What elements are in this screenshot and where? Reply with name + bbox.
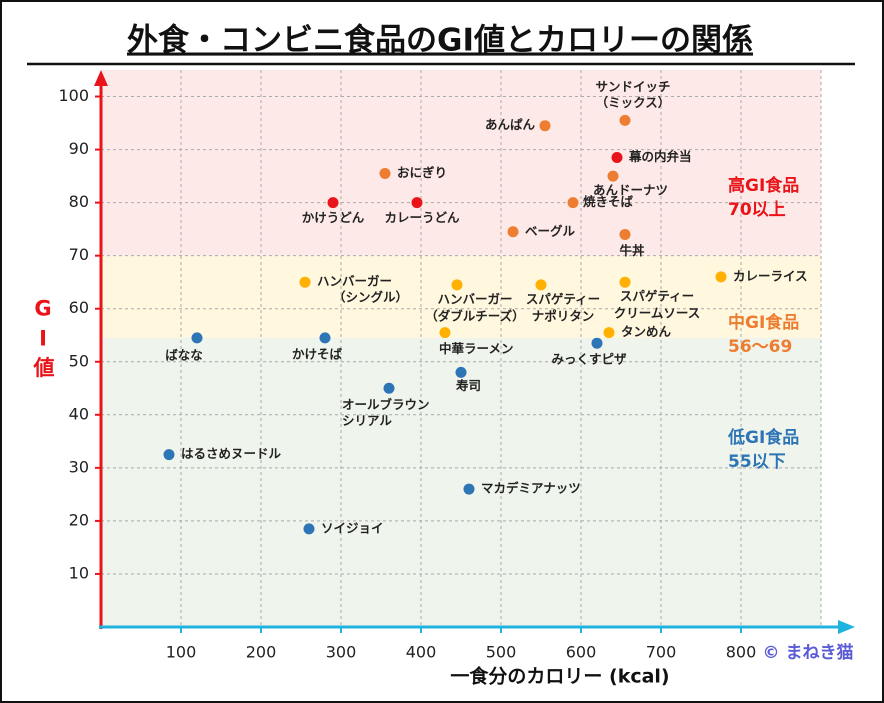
point-label: オールブラウン <box>342 397 430 412</box>
zone-label: 70以上 <box>728 200 786 220</box>
y-tick-label: 40 <box>69 404 89 423</box>
credit: © まねき猫 <box>763 642 854 663</box>
data-point <box>163 449 175 461</box>
y-tick-label: 70 <box>69 245 89 264</box>
x-tick-label: 800 <box>726 643 757 662</box>
data-point <box>591 337 603 349</box>
y-tick-label: 80 <box>69 192 89 211</box>
zone-label: 高GI食品 <box>728 175 799 196</box>
data-point <box>567 197 579 209</box>
point-label: （ダブルチーズ） <box>425 308 524 323</box>
y-tick-label: 50 <box>69 351 89 370</box>
point-label: 中華ラーメン <box>439 341 514 356</box>
x-tick-label: 600 <box>566 643 597 662</box>
x-axis-title: 一食分のカロリー (kcal) <box>450 665 669 688</box>
point-label: ばなな <box>165 347 203 362</box>
point-label: かけうどん <box>302 210 365 225</box>
data-point <box>455 366 467 378</box>
point-label: （シングル） <box>333 290 408 305</box>
zone-band <box>101 70 821 256</box>
data-point <box>611 152 623 164</box>
point-label: 幕の内弁当 <box>628 149 692 164</box>
data-point <box>451 279 463 291</box>
data-point <box>319 332 331 344</box>
x-tick-label: 400 <box>406 643 437 662</box>
y-tick-label: 30 <box>69 457 89 476</box>
zone-band <box>101 255 821 338</box>
data-point <box>535 279 547 291</box>
point-label: シリアル <box>342 413 392 428</box>
point-label: あんドーナツ <box>593 183 668 198</box>
data-point <box>607 170 619 182</box>
zone-label: 55以下 <box>728 452 786 472</box>
data-point <box>603 327 615 339</box>
y-tick-label: 100 <box>58 86 89 105</box>
point-label: 寿司 <box>456 378 481 393</box>
y-axis-arrow <box>94 70 108 86</box>
data-point <box>379 167 391 179</box>
point-label: ベーグル <box>525 223 576 238</box>
point-label: ハンバーガー <box>317 274 392 289</box>
point-label: ソイジョイ <box>321 520 384 535</box>
y-tick-label: 10 <box>69 563 89 582</box>
y-tick-label: 20 <box>69 510 89 529</box>
zone-band <box>101 337 821 627</box>
chart-title: 外食・コンビニ食品のGI値とカロリーの関係 <box>127 23 753 59</box>
data-point <box>619 228 631 240</box>
point-label: おにぎり <box>397 165 447 180</box>
data-point <box>411 197 423 209</box>
point-label: みっくすピザ <box>551 352 627 367</box>
x-tick-label: 700 <box>646 643 677 662</box>
zone-label: 低GI食品 <box>727 427 799 448</box>
plot-area: 100 200 300 400 500 600 700 800 10 20 30 40 50 60 70 80… <box>58 70 855 662</box>
x-tick-label: 300 <box>326 643 357 662</box>
point-label: クリームソース <box>614 306 701 321</box>
point-label: マカデミアナッツ <box>481 481 581 496</box>
point-label: あんぱん <box>485 117 536 132</box>
x-tick-label: 100 <box>166 643 197 662</box>
point-label: カレーライス <box>733 268 808 283</box>
data-point <box>299 276 311 288</box>
x-axis-arrow <box>838 620 855 634</box>
point-label: ハンバーガー <box>437 291 512 306</box>
point-label: はるさめヌードル <box>181 446 282 461</box>
point-label: （ミックス） <box>596 95 671 110</box>
point-label: かけそば <box>292 346 343 361</box>
data-point <box>507 226 519 238</box>
y-tick-label: 90 <box>69 139 89 158</box>
point-label: サンドイッチ <box>595 79 670 94</box>
y-axis-title: GI値 <box>31 297 56 384</box>
data-point <box>619 114 631 126</box>
data-point <box>463 483 475 495</box>
data-point <box>191 332 203 344</box>
data-point <box>383 382 395 394</box>
x-tick-label: 200 <box>246 643 277 662</box>
x-tick-label: 500 <box>486 643 517 662</box>
point-label: カレーうどん <box>384 210 460 225</box>
y-tick-label: 60 <box>69 298 89 317</box>
point-label: 焼きそば <box>583 194 634 209</box>
point-label: 牛丼 <box>619 243 645 258</box>
zone-label: 56〜69 <box>728 337 792 357</box>
data-point <box>303 523 315 535</box>
data-point <box>619 276 631 288</box>
point-label: スパゲティー <box>620 289 694 304</box>
point-label: タンめん <box>621 324 672 339</box>
data-point <box>439 327 451 339</box>
data-point <box>539 120 551 132</box>
data-point <box>715 271 727 283</box>
point-label: スパゲティー <box>526 291 600 306</box>
data-point <box>327 197 339 209</box>
zone-label: 中GI食品 <box>728 312 799 333</box>
point-label: ナポリタン <box>532 308 595 323</box>
